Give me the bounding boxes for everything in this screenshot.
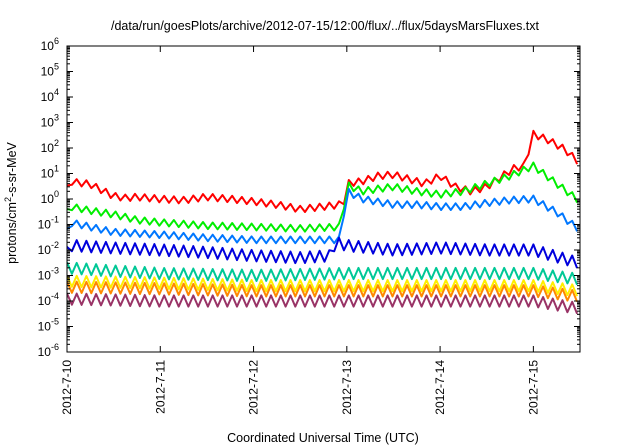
y-tick-exponent: 1 <box>54 164 59 174</box>
series-layer <box>67 129 579 315</box>
chart-title: /data/run/goesPlots/archive/2012-07-15/1… <box>111 19 540 33</box>
y-tick-label: 10-6 <box>38 342 59 359</box>
y-tick-exponent: 5 <box>54 62 59 72</box>
y-tick-label: 101 <box>41 164 59 181</box>
series-line <box>67 261 579 286</box>
y-tick-base: 10 <box>38 243 52 257</box>
y-axis-label-base: protons/cm <box>5 202 19 264</box>
series-line <box>67 292 579 315</box>
y-tick-exponent: 0 <box>54 189 59 199</box>
y-tick-base: 10 <box>41 167 55 181</box>
y-tick-base: 10 <box>38 320 52 334</box>
y-axis-label: protons/cm2-s-sr-MeV <box>3 141 19 263</box>
y-tick-label: 102 <box>41 138 59 155</box>
y-tick-exponent: 6 <box>54 36 59 46</box>
x-axis: 2012-7-10 2012-7-11 2012-7-12 2012-7-13 2012… <box>60 46 540 415</box>
x-tick-label: 2012-7-14 <box>433 360 447 415</box>
y-tick-base: 10 <box>41 65 55 79</box>
y-tick-base: 10 <box>41 192 55 206</box>
series-line <box>67 161 579 233</box>
y-tick-base: 10 <box>38 345 52 359</box>
x-tick-label: 2012-7-13 <box>340 360 354 415</box>
y-tick-exponent: 4 <box>54 87 59 97</box>
y-axis: 10610510410310210110010-110-210-310-410-… <box>38 36 580 359</box>
y-tick-base: 10 <box>41 141 55 155</box>
x-tick-label: 2012-7-11 <box>153 360 167 414</box>
y-tick-exponent: 3 <box>54 113 59 123</box>
series-line <box>67 280 579 303</box>
y-tick-label: 10-3 <box>38 266 59 283</box>
y-tick-base: 10 <box>38 218 52 232</box>
y-tick-exponent: -4 <box>51 291 59 301</box>
y-tick-exponent: -2 <box>51 240 59 250</box>
y-tick-label: 10-5 <box>38 317 59 334</box>
y-tick-base: 10 <box>38 269 52 283</box>
y-tick-label: 10-4 <box>38 291 59 308</box>
y-tick-exponent: -1 <box>51 215 59 225</box>
y-tick-exponent: 2 <box>54 138 59 148</box>
x-tick-label: 2012-7-10 <box>60 360 74 415</box>
y-axis-label-rest: -s-sr-MeV <box>5 141 19 197</box>
y-tick-label: 106 <box>41 36 59 53</box>
y-tick-label: 10-1 <box>38 215 59 232</box>
x-tick-label: 2012-7-12 <box>247 360 261 415</box>
x-tick-label: 2012-7-15 <box>526 360 540 415</box>
y-tick-exponent: -6 <box>51 342 59 352</box>
x-axis-label: Coordinated Universal Time (UTC) <box>227 431 419 445</box>
y-tick-exponent: -3 <box>51 266 59 276</box>
y-axis-label-sup: 2 <box>3 197 13 202</box>
series-line <box>67 236 579 269</box>
series-line <box>67 187 579 245</box>
y-tick-exponent: -5 <box>51 317 59 327</box>
y-tick-label: 103 <box>41 113 59 130</box>
y-tick-label: 104 <box>41 87 59 104</box>
y-tick-base: 10 <box>41 116 55 130</box>
y-tick-label: 10-2 <box>38 240 59 257</box>
y-tick-base: 10 <box>41 39 55 53</box>
series-line <box>67 274 579 297</box>
y-tick-label: 100 <box>41 189 59 206</box>
y-tick-base: 10 <box>41 90 55 104</box>
y-tick-label: 105 <box>41 62 59 79</box>
y-tick-base: 10 <box>38 294 52 308</box>
